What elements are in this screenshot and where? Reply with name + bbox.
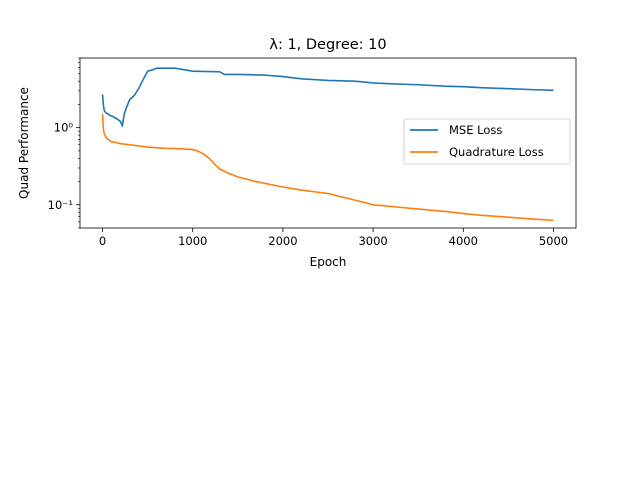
x-tick-label: 4000 [449,234,478,248]
plot-area: 0 1000 2000 3000 4000 5000 10⁻¹ 10⁰ [48,57,577,248]
y-tick-label: 10⁰ [54,121,74,135]
x-tick-label: 1000 [178,234,207,248]
y-tick-label: 10⁻¹ [48,198,73,212]
legend-label-quadrature-loss: Quadrature Loss [449,145,544,159]
chart-title: λ: 1, Degree: 10 [269,37,386,53]
legend: MSE Loss Quadrature Loss [403,118,571,165]
x-axis-label: Epoch [310,255,347,269]
legend-label-mse-loss: MSE Loss [449,123,502,137]
x-tick-label: 2000 [268,234,297,248]
series-line-quadrature-loss [101,114,554,222]
series-line-mse-loss [101,67,554,127]
legend-box [403,118,571,165]
axes-frame [79,57,577,229]
x-tick-label: 0 [99,234,106,248]
y-axis-label: Quad Performance [17,87,31,199]
x-tick-label: 3000 [358,234,387,248]
x-tick-label: 5000 [539,234,568,248]
